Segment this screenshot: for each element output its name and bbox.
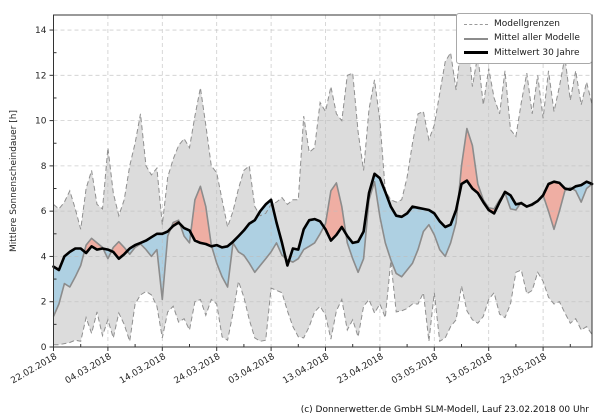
y-tick-label: 2	[41, 298, 47, 308]
legend-item-model-range: Modellgrenzen	[464, 19, 584, 29]
y-tick-label: 6	[41, 207, 47, 217]
fill-below-climate-mean	[289, 219, 324, 263]
model-range-band	[53, 25, 593, 345]
fill-below-climate-mean	[345, 173, 459, 277]
fill-above-climate-mean	[323, 182, 346, 241]
legend-label: Mittel aller Modelle	[494, 33, 580, 44]
legend-item-model-mean: Mittel aller Modelle	[464, 33, 584, 43]
fill-above-climate-mean	[458, 128, 504, 214]
fill-above-climate-mean	[190, 186, 212, 247]
model-range-upper-line	[53, 25, 593, 230]
x-tick-label: 03.05.2018	[390, 352, 440, 387]
y-tick-label: 12	[35, 71, 46, 81]
y-tick-label: 10	[35, 117, 47, 127]
y-tick-label: 0	[41, 343, 47, 353]
plot-frame	[53, 14, 593, 348]
x-tick-label: 03.04.2018	[227, 352, 277, 387]
legend-label: Modellgrenzen	[494, 19, 560, 29]
dashed-line-icon	[464, 23, 488, 25]
model-range-lower-line	[53, 260, 593, 346]
climate-mean-line	[52, 172, 594, 272]
axis-ticks	[49, 29, 571, 351]
fill-below-climate-mean	[179, 223, 191, 243]
copyright-caption: (c) Donnerwetter.de GmbH SLM-Modell, Lau…	[300, 405, 589, 415]
legend-box: Modellgrenzen Mittel aller Modelle Mitte…	[456, 13, 592, 65]
y-tick-label: 4	[41, 252, 47, 262]
y-axis-label: Mittlere Sonnenscheindauer [h]	[9, 110, 19, 252]
x-tick-label: 23.05.2018	[499, 352, 549, 387]
y-tick-label: 8	[41, 162, 47, 172]
x-tick-label: 23.04.2018	[336, 352, 386, 387]
y-tick-label: 14	[35, 26, 47, 36]
legend-label: Mittelwert 30 Jahre	[494, 47, 580, 58]
x-tick-label: 13.04.2018	[281, 352, 331, 387]
x-tick-label: 04.03.2018	[64, 352, 114, 387]
fill-above-climate-mean	[520, 181, 568, 230]
fill-below-climate-mean	[127, 228, 171, 300]
x-tick-label: 13.05.2018	[445, 352, 495, 387]
x-tick-label: 22.02.2018	[9, 352, 59, 387]
gray-line-icon	[464, 37, 488, 40]
legend-item-climate-mean: Mittelwert 30 Jahre	[464, 48, 584, 58]
black-line-icon	[464, 51, 488, 55]
x-tick-label: 14.03.2018	[118, 352, 168, 387]
x-tick-label: 24.03.2018	[173, 352, 223, 387]
